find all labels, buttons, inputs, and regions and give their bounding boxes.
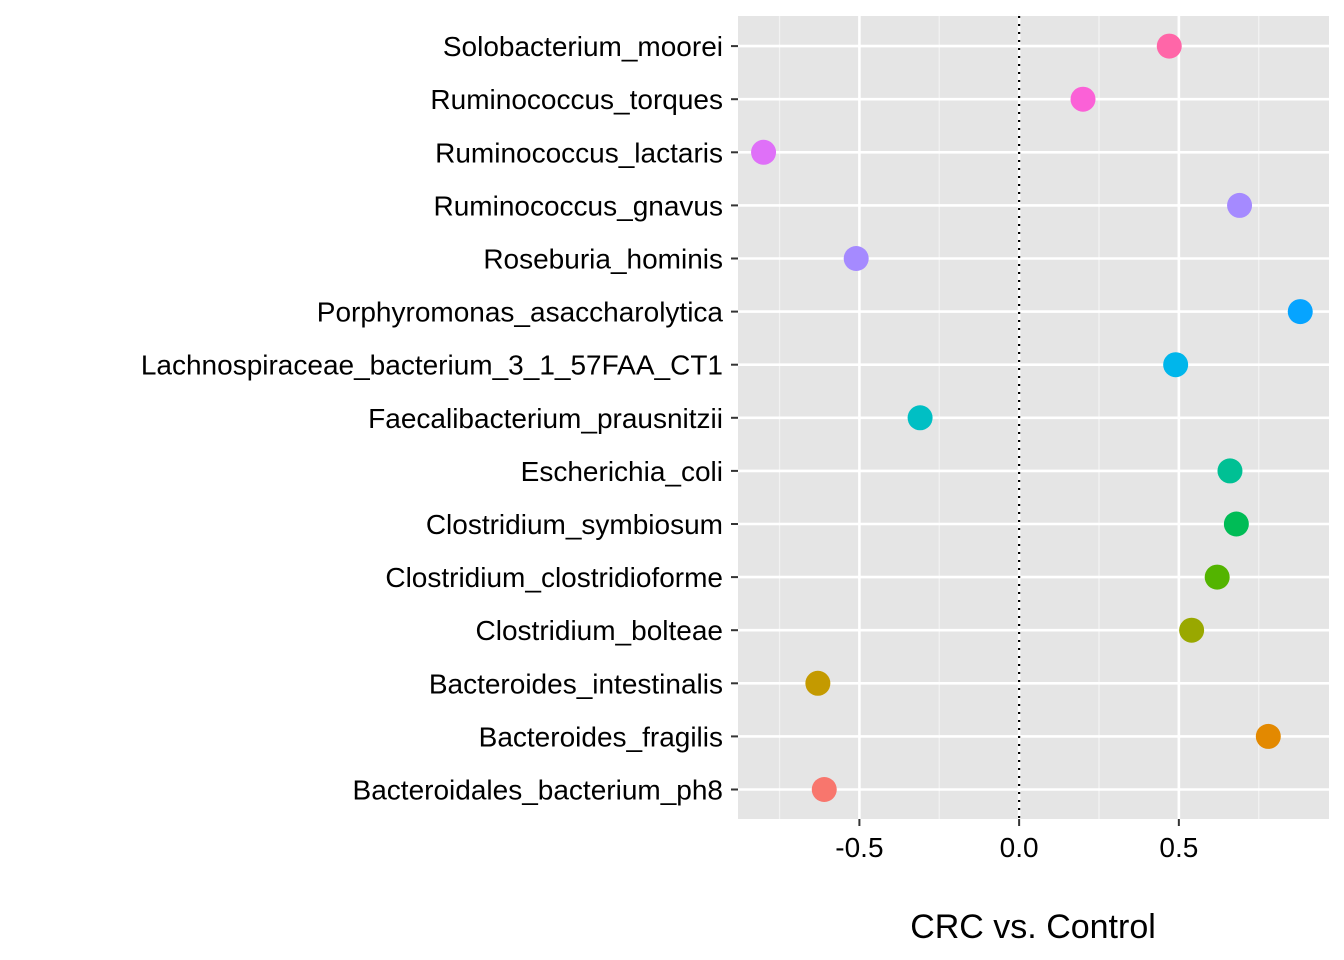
data-point — [805, 670, 831, 696]
data-point — [1070, 86, 1096, 112]
y-tick-label: Clostridium_bolteae — [476, 615, 723, 646]
y-tick-label: Roseburia_hominis — [483, 244, 723, 275]
data-point — [1156, 33, 1182, 59]
y-tick-label: Porphyromonas_asaccharolytica — [317, 297, 724, 328]
y-axis: Bacteroidales_bacterium_ph8 Bacteroides_f… — [141, 31, 738, 806]
data-point — [1287, 299, 1313, 325]
y-tick-label: Ruminococcus_torques — [430, 84, 723, 115]
y-tick-label: Clostridium_clostridioforme — [385, 562, 723, 593]
data-point — [1217, 458, 1243, 484]
data-point — [811, 777, 837, 802]
y-tick-label: Clostridium_symbiosum — [426, 509, 723, 540]
data-point — [1227, 192, 1253, 218]
y-tick-label: Faecalibacterium_prausnitzii — [368, 403, 723, 434]
data-point — [907, 405, 933, 431]
data-point — [1223, 511, 1249, 537]
y-tick-label: Bacteroides_fragilis — [479, 721, 723, 752]
data-point — [1163, 352, 1189, 378]
data-points — [751, 33, 1313, 802]
data-point — [751, 139, 777, 165]
y-tick-label: Escherichia_coli — [521, 456, 723, 487]
data-point — [1204, 564, 1230, 590]
x-tick-label: -0.5 — [835, 832, 883, 863]
x-axis-title: CRC vs. Control — [910, 908, 1156, 946]
x-axis: -0.5 0.0 0.5 — [835, 819, 1198, 863]
x-tick-label: 0.0 — [1000, 832, 1039, 863]
x-tick-label: 0.5 — [1159, 832, 1198, 863]
y-tick-label: Ruminococcus_gnavus — [434, 190, 724, 221]
data-point — [1255, 723, 1281, 749]
data-point — [843, 246, 869, 271]
data-point — [1179, 617, 1205, 643]
y-tick-label: Solobacterium_moorei — [443, 31, 723, 62]
y-tick-label: Lachnospiraceae_bacterium_3_1_57FAA_CT1 — [141, 350, 723, 381]
y-tick-label: Ruminococcus_lactaris — [435, 137, 723, 168]
y-tick-label: Bacteroidales_bacterium_ph8 — [353, 775, 723, 806]
y-tick-label: Bacteroides_intestinalis — [429, 668, 723, 699]
